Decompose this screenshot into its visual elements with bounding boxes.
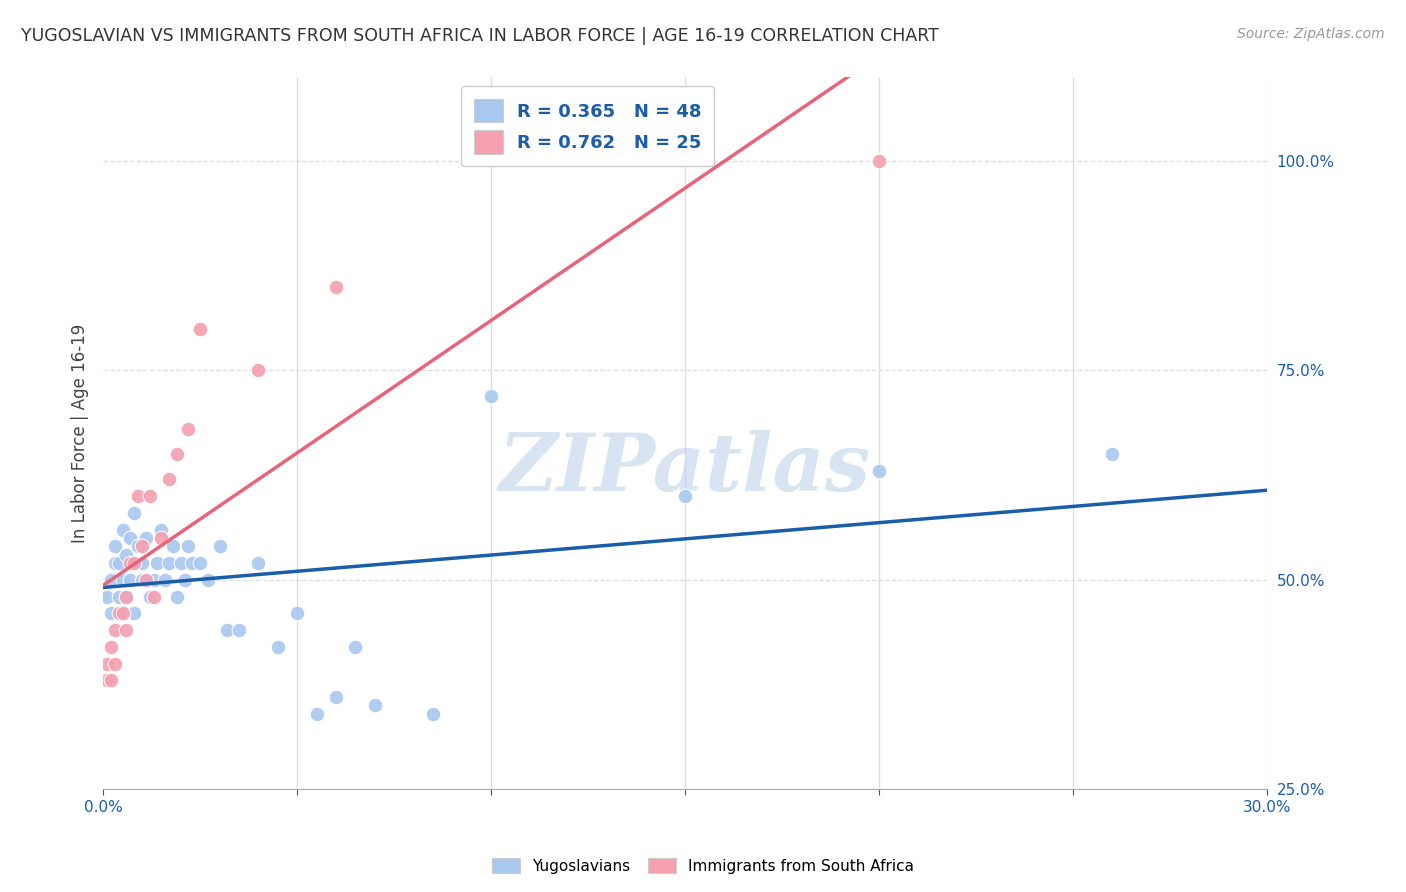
- Point: [111, 573, 134, 587]
- Point: [96, 673, 118, 688]
- Point: [131, 539, 153, 553]
- Point: [344, 640, 367, 654]
- Point: [122, 506, 145, 520]
- Point: [100, 673, 122, 688]
- Point: [188, 556, 211, 570]
- Text: Source: ZipAtlas.com: Source: ZipAtlas.com: [1237, 27, 1385, 41]
- Point: [107, 556, 129, 570]
- Point: [104, 657, 127, 671]
- Point: [111, 607, 134, 621]
- Point: [208, 539, 231, 553]
- Point: [111, 523, 134, 537]
- Point: [127, 539, 149, 553]
- Point: [138, 489, 160, 503]
- Point: [181, 556, 204, 570]
- Point: [173, 573, 195, 587]
- Point: [247, 556, 270, 570]
- Point: [146, 556, 169, 570]
- Point: [162, 539, 184, 553]
- Point: [285, 607, 308, 621]
- Point: [305, 706, 328, 721]
- Point: [153, 573, 176, 587]
- Point: [228, 623, 250, 637]
- Point: [100, 640, 122, 654]
- Point: [150, 531, 173, 545]
- Point: [267, 640, 290, 654]
- Point: [96, 657, 118, 671]
- Text: YUGOSLAVIAN VS IMMIGRANTS FROM SOUTH AFRICA IN LABOR FORCE | AGE 16-19 CORRELATI: YUGOSLAVIAN VS IMMIGRANTS FROM SOUTH AFR…: [21, 27, 939, 45]
- Point: [107, 590, 129, 604]
- Point: [217, 623, 239, 637]
- Point: [157, 472, 180, 486]
- Point: [197, 573, 219, 587]
- Point: [107, 607, 129, 621]
- Point: [115, 590, 138, 604]
- Point: [364, 698, 387, 713]
- Point: [115, 623, 138, 637]
- Point: [122, 556, 145, 570]
- Point: [188, 321, 211, 335]
- Point: [131, 556, 153, 570]
- Point: [120, 556, 142, 570]
- Point: [166, 590, 188, 604]
- Point: [868, 464, 890, 478]
- Point: [104, 539, 127, 553]
- Point: [122, 607, 145, 621]
- Y-axis label: In Labor Force | Age 16-19: In Labor Force | Age 16-19: [72, 324, 89, 543]
- Legend: R = 0.365   N = 48, R = 0.762   N = 25: R = 0.365 N = 48, R = 0.762 N = 25: [461, 87, 714, 166]
- Point: [138, 590, 160, 604]
- Point: [100, 573, 122, 587]
- Text: ZIPatlas: ZIPatlas: [499, 430, 872, 508]
- Point: [115, 548, 138, 562]
- Point: [135, 573, 157, 587]
- Point: [177, 422, 200, 436]
- Point: [120, 531, 142, 545]
- Point: [104, 623, 127, 637]
- Point: [673, 489, 696, 503]
- Point: [115, 590, 138, 604]
- Legend: Yugoslavians, Immigrants from South Africa: Yugoslavians, Immigrants from South Afri…: [486, 852, 920, 880]
- Point: [868, 154, 890, 169]
- Point: [479, 389, 502, 403]
- Point: [120, 573, 142, 587]
- Point: [177, 539, 200, 553]
- Point: [157, 556, 180, 570]
- Point: [247, 363, 270, 377]
- Point: [325, 690, 347, 704]
- Point: [142, 573, 165, 587]
- Point: [135, 531, 157, 545]
- Point: [150, 523, 173, 537]
- Point: [100, 607, 122, 621]
- Point: [325, 279, 347, 293]
- Point: [170, 556, 193, 570]
- Point: [127, 489, 149, 503]
- Point: [166, 447, 188, 461]
- Point: [96, 590, 118, 604]
- Point: [1101, 447, 1123, 461]
- Point: [422, 706, 444, 721]
- Point: [104, 556, 127, 570]
- Point: [142, 590, 165, 604]
- Point: [131, 573, 153, 587]
